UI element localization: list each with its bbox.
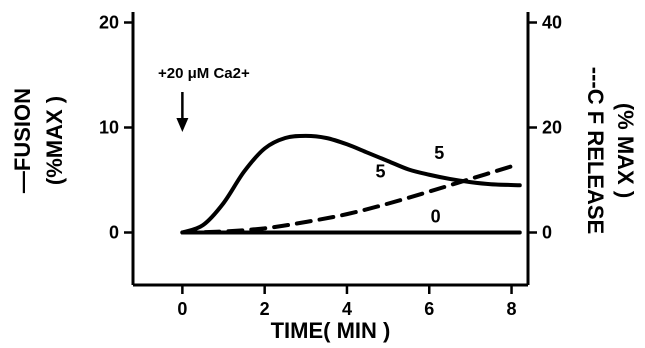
y-left-tick-label-10: 10 — [99, 118, 119, 138]
series-line-fusion-5 — [180, 133, 522, 235]
calcium-annotation: +20 μM Ca2+ — [158, 65, 250, 82]
y-right-tick-label-40: 40 — [542, 13, 562, 33]
y-left-axis-label: —FUSION — [10, 88, 35, 193]
calcium-arrow-icon — [176, 92, 189, 132]
ticks: 0 2 4 6 8 0 10 20 0 20 40 — [99, 13, 562, 320]
series-label-fusion-5: 5 — [434, 143, 444, 163]
x-tick-label-0: 0 — [177, 299, 187, 319]
y-right-label-group: ---C F RELEASE (% MAX ) — [583, 67, 638, 234]
x-tick-label-6: 6 — [424, 299, 434, 319]
y-right-axis-unit: (% MAX ) — [613, 103, 638, 198]
x-tick-label-8: 8 — [507, 299, 517, 319]
x-tick-label-2: 2 — [260, 299, 270, 319]
y-right-tick-label-0: 0 — [542, 223, 552, 243]
y-right-axis-label: ---C F RELEASE — [583, 67, 608, 234]
series-label-cf-release-5: 5 — [375, 162, 385, 182]
series-label-fusion-0: 0 — [431, 207, 441, 227]
y-left-axis-unit: (%MAX ) — [42, 96, 67, 185]
y-left-tick-label-0: 0 — [109, 223, 119, 243]
x-axis-label: TIME( MIN ) — [271, 318, 391, 343]
y-left-tick-label-20: 20 — [99, 13, 119, 33]
labels: 5 5 0 — [375, 143, 444, 227]
y-left-label-group: —FUSION (%MAX ) — [10, 88, 67, 193]
x-tick-label-4: 4 — [342, 299, 352, 319]
arrow-head — [176, 118, 189, 132]
series-line-cf-release-5 — [180, 164, 514, 235]
axes — [131, 12, 530, 287]
y-right-tick-label-20: 20 — [542, 118, 562, 138]
series — [180, 133, 522, 235]
